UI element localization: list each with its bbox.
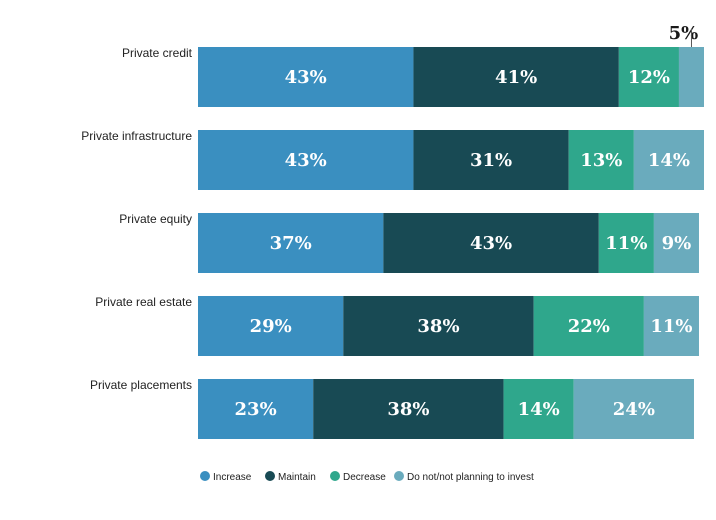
bars-group	[198, 47, 704, 439]
data-label: 12%	[628, 67, 670, 88]
bar-segment-do-not-not-planning-to-invest	[678, 47, 704, 107]
data-label: 22%	[568, 316, 610, 337]
bar-segment-do-not-not-planning-to-invest	[653, 213, 699, 273]
data-label: 23%	[235, 399, 277, 420]
bar-segment-decrease	[568, 130, 634, 190]
category-label: Private equity	[119, 212, 192, 226]
bar-segment-increase	[198, 213, 384, 273]
data-label: 29%	[250, 316, 292, 337]
bar-segment-maintain	[343, 296, 534, 356]
category-label: Private placements	[90, 378, 192, 392]
data-label: 11%	[605, 233, 647, 254]
data-label: 24%	[613, 399, 655, 420]
data-label: 13%	[580, 150, 622, 171]
category-label: Private real estate	[95, 295, 192, 309]
data-label: 5%	[669, 23, 699, 44]
data-label: 37%	[270, 233, 312, 254]
legend-label: Do not/not planning to invest	[407, 472, 534, 483]
bar-segment-do-not-not-planning-to-invest	[573, 379, 694, 439]
data-label: 43%	[470, 233, 512, 254]
data-label: 38%	[417, 316, 459, 337]
bar-segment-increase	[198, 379, 314, 439]
labels-group: Private credit 43% 41% 12% 5% Private infrast…	[81, 23, 698, 420]
data-label: 14%	[518, 399, 560, 420]
bar-segment-decrease	[618, 47, 679, 107]
category-label: Private infrastructure	[81, 129, 192, 143]
bar-segment-maintain	[313, 379, 504, 439]
bar-segment-maintain	[383, 213, 599, 273]
data-label: 41%	[495, 67, 537, 88]
data-label: 31%	[470, 150, 512, 171]
legend-swatch	[330, 471, 340, 481]
bar-segment-do-not-not-planning-to-invest	[633, 130, 704, 190]
bar-segment-maintain	[413, 130, 569, 190]
bar-segment-increase	[198, 130, 414, 190]
data-label: 14%	[648, 150, 690, 171]
category-label: Private credit	[122, 46, 193, 60]
bar-segment-decrease	[598, 213, 654, 273]
data-label: 43%	[285, 150, 327, 171]
bar-segment-do-not-not-planning-to-invest	[643, 296, 699, 356]
data-label: 9%	[662, 233, 692, 254]
legend: Increase Maintain Decrease Do not/not plann…	[200, 471, 534, 483]
bar-segment-maintain	[413, 47, 619, 107]
legend-label: Maintain	[278, 472, 316, 483]
legend-swatch	[394, 471, 404, 481]
data-label: 38%	[387, 399, 429, 420]
legend-label: Decrease	[343, 472, 386, 483]
bar-segment-decrease	[503, 379, 574, 439]
data-label: 43%	[285, 67, 327, 88]
legend-label: Increase	[213, 472, 252, 483]
data-label: 11%	[650, 316, 692, 337]
legend-swatch	[265, 471, 275, 481]
legend-swatch	[200, 471, 210, 481]
bar-segment-increase	[198, 47, 414, 107]
bar-segment-increase	[198, 296, 344, 356]
bar-segment-decrease	[533, 296, 644, 356]
